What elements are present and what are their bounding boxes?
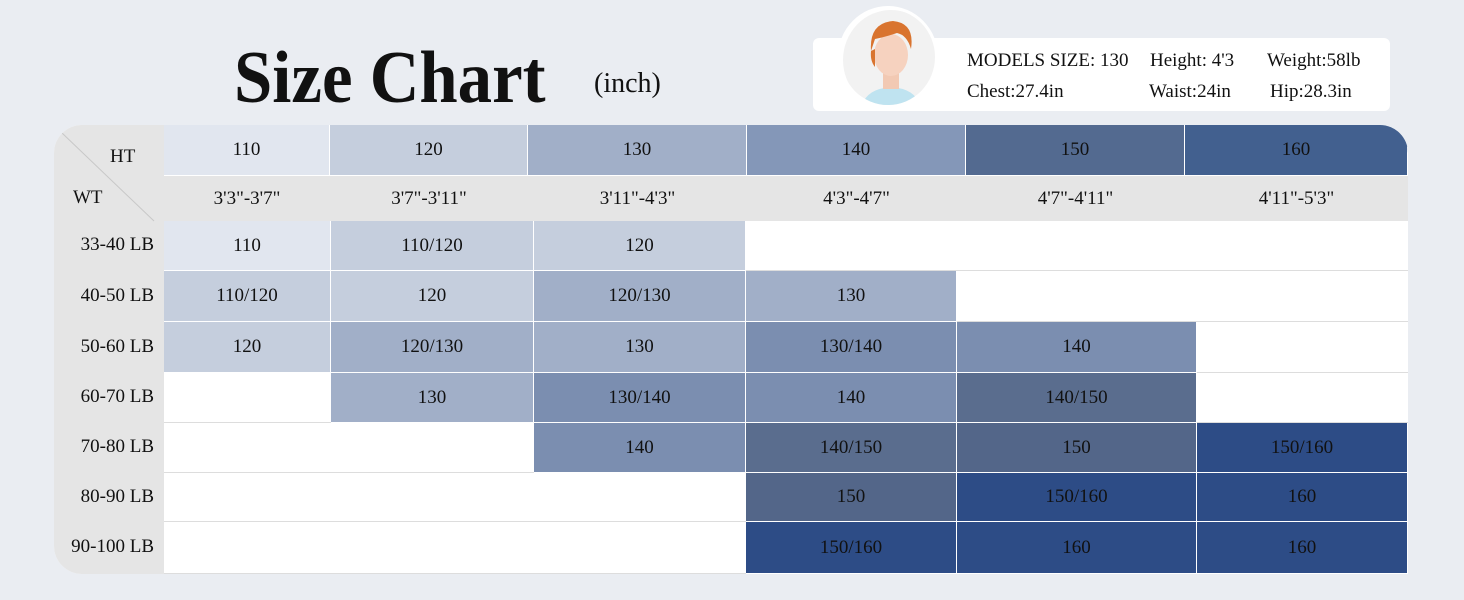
- size-cell: [1197, 221, 1408, 271]
- size-cell: 110/120: [331, 221, 534, 271]
- size-cell: [331, 423, 534, 473]
- header-height-range: 3'7"-3'11": [330, 176, 528, 221]
- header-size-130: 130: [528, 125, 747, 176]
- size-cell: [534, 473, 746, 522]
- size-cell: 140: [746, 373, 957, 423]
- header-height-range: 4'7"-4'11": [966, 176, 1185, 221]
- size-cell: 120: [534, 221, 746, 271]
- size-cell: [1197, 271, 1408, 322]
- size-cell: 130/140: [746, 322, 957, 373]
- weight-row-label: 80-90 LB: [80, 485, 154, 507]
- size-cell: 160: [1197, 473, 1408, 522]
- unit-label: (inch): [594, 68, 661, 99]
- size-cell: 150/160: [957, 473, 1197, 522]
- size-cell: 110/120: [164, 271, 331, 322]
- model-avatar: [838, 6, 938, 108]
- size-cell: 120/130: [534, 271, 746, 322]
- size-cell: 130/140: [534, 373, 746, 423]
- size-cell: [957, 271, 1197, 322]
- size-cell: [746, 221, 957, 271]
- weight-row-label: 50-60 LB: [80, 335, 154, 357]
- row-header-column: HT WT: [54, 125, 164, 574]
- page-title: Size Chart: [234, 37, 546, 119]
- size-cell: 110: [164, 221, 331, 271]
- size-cell: [534, 522, 746, 574]
- model-hip: Hip:28.3in: [1270, 81, 1352, 102]
- size-cell: 160: [1197, 522, 1408, 574]
- header-height-range: 4'3"-4'7": [747, 176, 966, 221]
- header-size-140: 140: [747, 125, 966, 176]
- size-cell: 150/160: [746, 522, 957, 574]
- size-cell: [164, 473, 331, 522]
- weight-row-label: 90-100 LB: [71, 536, 154, 557]
- size-cell: [1197, 322, 1408, 373]
- size-cell: 130: [331, 373, 534, 423]
- size-cell: 120: [331, 271, 534, 322]
- diagonal-divider-icon: [61, 132, 155, 222]
- corner-wt-label: WT: [73, 187, 103, 208]
- size-cell: [331, 522, 534, 574]
- size-cell: 140/150: [957, 373, 1197, 423]
- header-size-120: 120: [330, 125, 528, 176]
- size-cell: 130: [534, 322, 746, 373]
- header-size-110: 110: [164, 125, 330, 176]
- header-size-160: 160: [1185, 125, 1408, 176]
- model-waist: Waist:24in: [1149, 81, 1231, 102]
- size-cell: 150: [746, 473, 957, 522]
- size-cell: 120/130: [331, 322, 534, 373]
- size-cell: [164, 373, 331, 423]
- size-cell: 150: [957, 423, 1197, 473]
- model-weight: Weight:58lb: [1267, 50, 1361, 71]
- model-size: MODELS SIZE: 130: [967, 50, 1129, 71]
- header-size-150: 150: [966, 125, 1185, 176]
- size-cell: [957, 221, 1197, 271]
- size-cell: 130: [746, 271, 957, 322]
- size-cell: 140: [534, 423, 746, 473]
- size-cell: [331, 473, 534, 522]
- corner-ht-label: HT: [110, 146, 136, 167]
- size-cell: 150/160: [1197, 423, 1408, 473]
- model-height: Height: 4'3: [1150, 50, 1235, 71]
- weight-row-label: 70-80 LB: [80, 436, 154, 457]
- size-cell: [1197, 373, 1408, 423]
- header-height-range: 3'11"-4'3": [528, 176, 747, 221]
- size-chart-table: HT WT 110 3'3"-3'7" 120 3'7"-3'11" 130 3'11"-…: [54, 125, 1408, 574]
- header-height-range: 4'11"-5'3": [1185, 176, 1408, 221]
- weight-row-label: 60-70 LB: [80, 386, 154, 407]
- size-cell: 120: [164, 322, 331, 373]
- size-cell: 140/150: [746, 423, 957, 473]
- weight-row-label: 33-40 LB: [80, 234, 154, 255]
- model-chest: Chest:27.4in: [967, 81, 1064, 102]
- model-photo-icon: [843, 10, 935, 105]
- size-cell: 140: [957, 322, 1197, 373]
- size-cell: 160: [957, 522, 1197, 574]
- weight-row-label: 40-50 LB: [80, 284, 154, 306]
- header-height-range: 3'3"-3'7": [164, 176, 330, 221]
- size-cell: [164, 522, 331, 574]
- size-cell: [164, 423, 331, 473]
